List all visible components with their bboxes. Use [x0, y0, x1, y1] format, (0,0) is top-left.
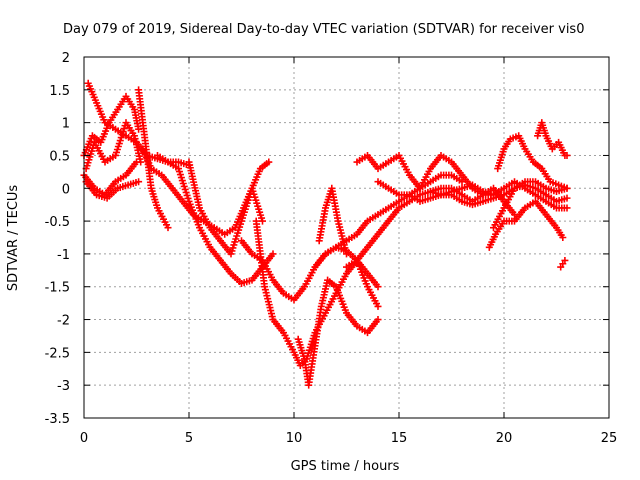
data-point — [343, 250, 350, 258]
x-tick-label: 15 — [391, 431, 408, 446]
data-point — [374, 283, 382, 291]
chart-title: Day 079 of 2019, Sidereal Day-to-day VTE… — [63, 22, 584, 37]
y-tick-label: -1 — [57, 248, 70, 263]
x-tick-label: 20 — [496, 431, 513, 446]
series-track-22 — [494, 132, 571, 192]
y-tick-label: -3 — [57, 379, 70, 394]
data-point — [563, 194, 571, 202]
axis-ticks: 0 5 10 15 20 25 -3.5 -3 -2.5 -2 -1.5 -1 -0.5 0 0.5 1 1.5… — [45, 51, 618, 446]
series-track-24 — [534, 119, 571, 159]
series-track-19 — [427, 181, 571, 209]
x-tick-label: 5 — [185, 431, 193, 446]
data-point — [374, 316, 382, 324]
y-tick-label: 0 — [62, 182, 70, 197]
data-points — [80, 79, 571, 389]
y-tick-label: -2 — [57, 314, 70, 329]
y-axis-label: SDTVAR / TECUs — [6, 185, 21, 292]
data-point — [563, 151, 571, 159]
y-tick-label: -1.5 — [45, 281, 70, 296]
x-tick-label: 10 — [286, 431, 303, 446]
data-point — [563, 204, 571, 212]
series-track-9 — [185, 158, 266, 258]
y-tick-label: 1.5 — [49, 84, 70, 99]
series-track-8 — [154, 151, 277, 287]
series-track-3 — [82, 119, 145, 173]
x-tick-label: 0 — [80, 431, 88, 446]
y-tick-label: -3.5 — [45, 412, 70, 427]
data-point — [561, 256, 569, 264]
series-track-5 — [82, 178, 143, 202]
data-point — [164, 224, 172, 232]
series-track-2 — [80, 92, 143, 159]
series-track-12 — [294, 276, 382, 389]
x-axis-label: GPS time / hours — [291, 459, 400, 474]
series-track-21 — [485, 197, 567, 251]
data-point — [563, 184, 571, 192]
x-tick-label: 25 — [601, 431, 618, 446]
series-track-14 — [315, 184, 350, 258]
series-track-20 — [490, 178, 571, 232]
y-tick-label: -0.5 — [45, 215, 70, 230]
y-tick-label: -2.5 — [45, 346, 70, 361]
data-point — [265, 158, 273, 166]
data-point — [374, 302, 382, 310]
y-tick-label: 0.5 — [49, 149, 70, 164]
data-point — [559, 234, 567, 241]
y-tick-label: 1 — [62, 117, 70, 132]
data-point — [269, 250, 277, 258]
series-track-25 — [557, 256, 569, 271]
data-point — [135, 178, 143, 186]
data-point — [259, 217, 266, 225]
data-point — [133, 158, 140, 166]
plot-frame — [83, 56, 610, 419]
y-tick-label: 2 — [62, 51, 70, 66]
